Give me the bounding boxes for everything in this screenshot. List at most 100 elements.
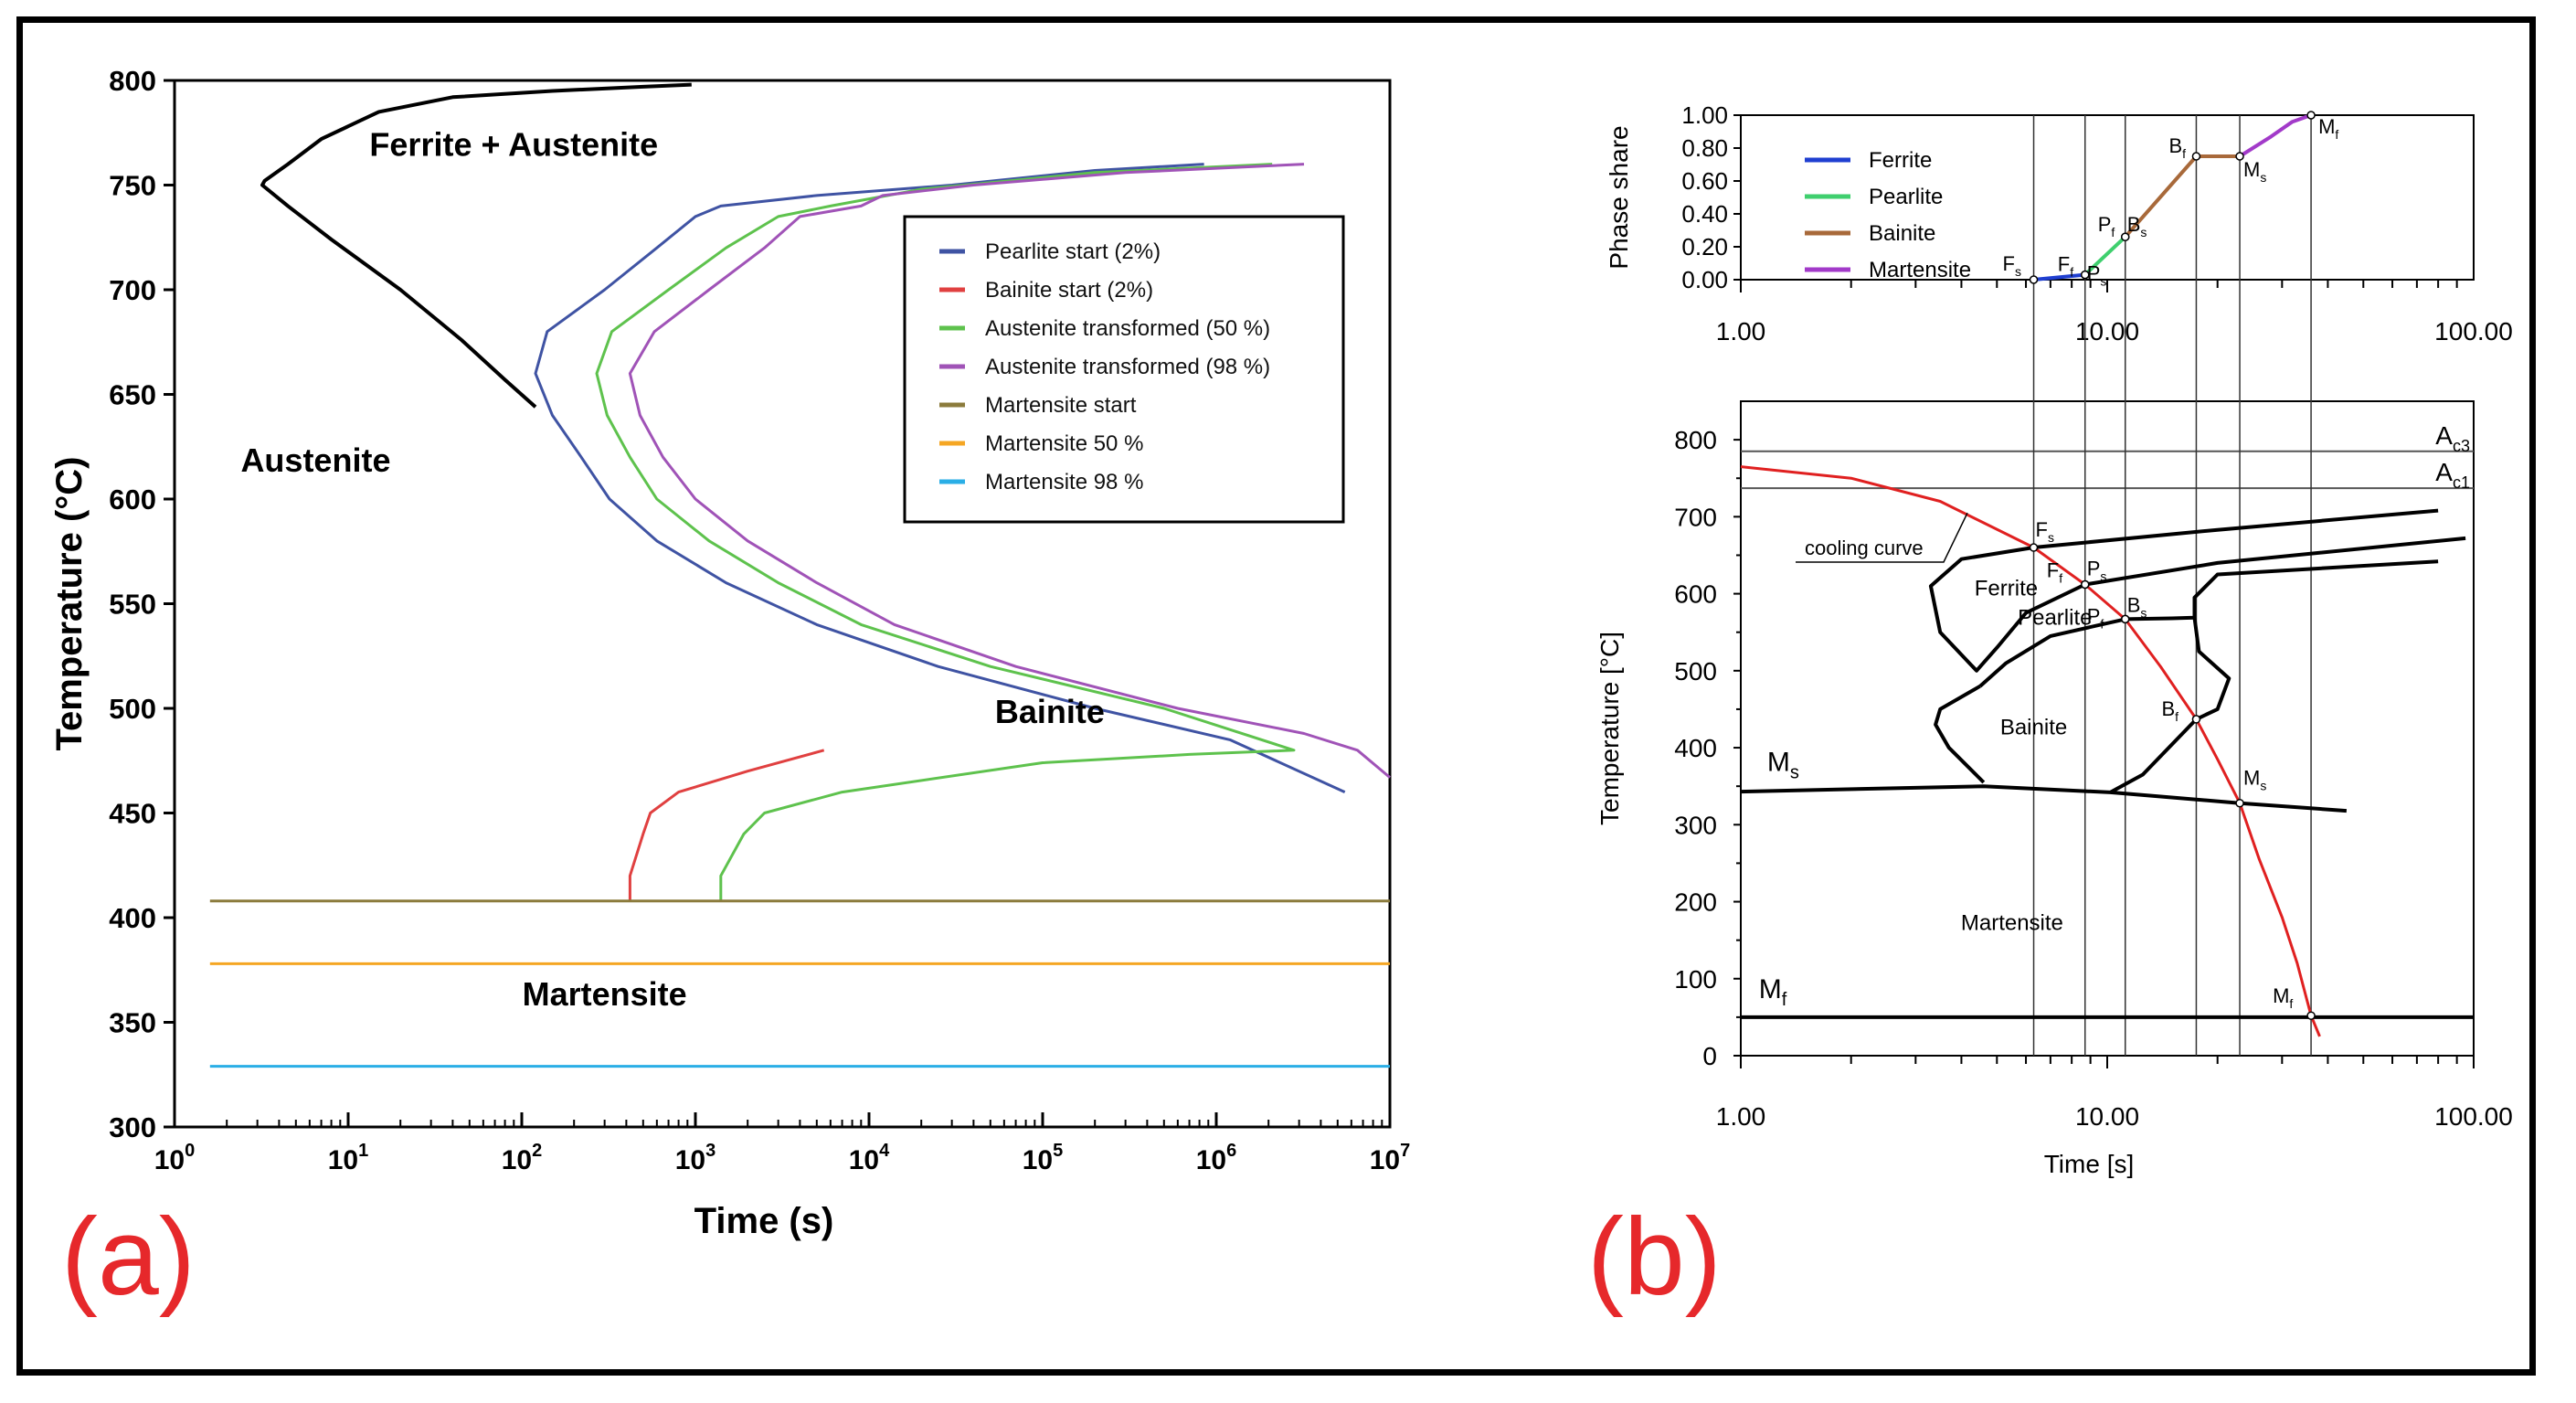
chart-a: 300 350 400 450 500 550 600 650 700 750 800 100 101 1… [49,65,1411,1241]
x-tick-label: 105 [1023,1141,1064,1175]
region-label: Bainite [995,693,1105,730]
region-label: Martensite [1961,911,2063,936]
point-label: Ms [2243,767,2266,793]
y-tick-label: 400 [109,902,156,934]
top-y-tick-label: 0.40 [1681,200,1728,228]
legend-label: Austenite transformed (98 %) [985,355,1270,379]
phase-point-marker [2235,152,2244,161]
point-label: Mf [2273,984,2293,1011]
line-label: Mf [1759,974,1787,1010]
phase-point-label: Bf [2168,134,2186,161]
transformation-line [1740,784,2348,813]
point-marker [2235,798,2244,808]
legend-label: Bainite [1869,221,1935,246]
legend [903,215,1345,524]
x-tick-label: 102 [502,1141,543,1175]
cooling-curve-label: cooling curve [1805,537,1924,559]
phase-point-label: Ps [2087,262,2107,289]
top-y-tick-label: 0.60 [1681,167,1728,195]
point-label: Bf [2161,697,2178,724]
bottom-x-axis-title: Time [s] [2044,1150,2135,1178]
top-y-tick-label: 0.80 [1681,134,1728,162]
bottom-y-tick-label: 400 [1674,734,1717,762]
phase-point-label: Ms [2243,158,2266,185]
top-y-tick-label: 0.00 [1681,266,1728,293]
y-tick-label: 600 [109,484,156,515]
region-label: Pearlite [2018,605,2092,630]
series-line [628,749,825,901]
series-line [595,163,1296,901]
top-y-tick-label: 0.20 [1681,233,1728,260]
phase-series [2239,113,2312,158]
x-tick-label: 103 [675,1141,716,1175]
bottom-y-tick-label: 200 [1674,888,1717,917]
phase-point-label: Bs [2127,213,2147,239]
region-label: Ferrite [1975,576,2038,601]
top-x-tick-label: 10.00 [2075,317,2139,345]
bottom-y-tick-label: 500 [1674,657,1717,686]
region-label: Martensite [523,975,687,1013]
y-tick-label: 350 [109,1007,156,1039]
legend-label: Pearlite [1869,185,1943,209]
x-tick-label: 107 [1370,1141,1411,1175]
series-line [534,163,1346,793]
phase-point-marker [2306,111,2316,120]
transformation-line [2109,617,2231,794]
bottom-x-tick-label: 100.00 [2434,1102,2513,1131]
phase-point-label: Mf [2318,115,2338,142]
point-label: Ff [2047,558,2062,585]
transformation-line [1978,617,2126,688]
figure-frame: 300 350 400 450 500 550 600 650 700 750 800 100 101 1… [16,16,2536,1376]
legend-label: Martensite 98 % [985,470,1143,494]
bottom-plot-area [1740,400,2475,1057]
phase-point-marker [2120,232,2130,241]
x-tick-label: 104 [849,1141,890,1175]
point-label: Pf [2087,604,2104,631]
transformation-line [2084,536,2466,587]
point-label: Ps [2087,557,2107,583]
reference-line-label: Ac1 [2435,458,2470,492]
legend-label: Martensite [1869,258,1971,282]
transformation-line [1934,684,1986,784]
bottom-x-tick-label: 10.00 [2075,1102,2139,1131]
phase-point-marker [2029,275,2039,284]
x-tick-label: 101 [328,1141,369,1175]
point-marker [2029,543,2039,552]
legend-label: Austenite transformed (50 %) [985,316,1270,341]
bottom-y-tick-label: 100 [1674,965,1717,994]
phase-series [2083,235,2127,277]
y-tick-label: 750 [109,170,156,202]
top-x-tick-label: 1.00 [1716,317,1766,345]
series-line [628,163,1391,779]
point-marker [2080,579,2090,590]
line-label: Ms [1767,747,1799,782]
top-y-tick-label: 1.00 [1681,101,1728,129]
legend-label: Ferrite [1869,148,1932,173]
transformation-line [1928,546,2086,673]
x-axis-title: Time (s) [694,1201,834,1241]
cooling-curve-leader [1796,512,1968,563]
y-tick-label: 550 [109,589,156,621]
phase-point-label: Pf [2098,213,2115,239]
x-tick-label: 106 [1196,1141,1237,1175]
point-marker [2191,715,2201,724]
x-tick-label: 100 [154,1141,196,1175]
bottom-x-tick-label: 1.00 [1716,1102,1766,1131]
top-x-tick-label: 100.00 [2434,317,2513,345]
panel-label-a: (a) [61,1196,196,1318]
phase-point-label: Fs [2003,252,2021,279]
phase-point-marker [2191,152,2201,161]
point-marker [2306,1011,2316,1020]
bottom-y-tick-label: 600 [1674,580,1717,609]
transformation-line [2125,559,2439,622]
region-label: Ferrite + Austenite [369,125,658,163]
chart-b: 0.00 0.20 0.40 0.60 0.80 1.00 Phase share 1.00 1… [1595,101,2513,1178]
point-label: Bs [2127,593,2147,620]
y-tick-label: 500 [109,693,156,725]
bottom-y-tick-label: 800 [1674,426,1717,454]
y-axis-title: Temperature (°C) [49,457,90,751]
panel-label-b: (b) [1587,1196,1722,1318]
y-tick-label: 800 [109,65,156,97]
bottom-y-tick-label: 0 [1702,1042,1717,1070]
phase-point-marker [2080,270,2090,280]
